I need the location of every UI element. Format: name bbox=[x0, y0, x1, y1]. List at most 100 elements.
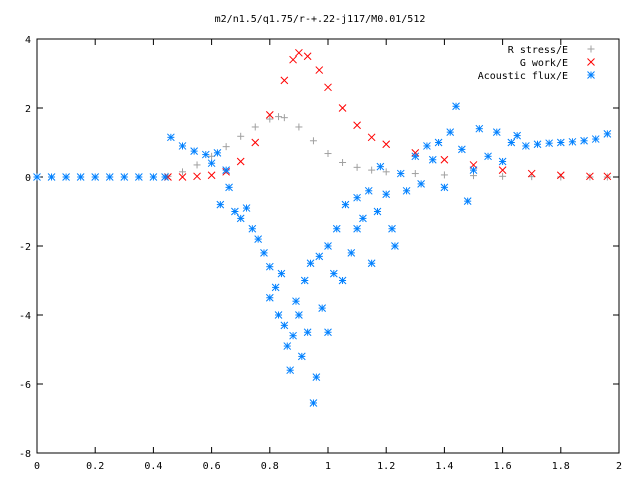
series-0-point bbox=[368, 166, 376, 174]
series-2-point bbox=[347, 249, 356, 257]
series-1-point bbox=[289, 55, 297, 64]
series-2-point bbox=[376, 162, 385, 171]
series-2-point bbox=[484, 152, 492, 161]
series-0-point bbox=[179, 168, 186, 176]
series-1-point bbox=[382, 140, 391, 149]
series-2-point bbox=[295, 311, 303, 319]
series-1-point bbox=[280, 76, 289, 85]
series-1-point bbox=[556, 171, 565, 180]
legend-marker bbox=[587, 71, 595, 79]
series-2-point bbox=[178, 142, 187, 150]
series-0-point bbox=[411, 170, 419, 178]
series-1-point bbox=[315, 66, 324, 74]
series-2-point bbox=[338, 276, 347, 285]
series-2-point bbox=[167, 133, 175, 142]
y-tick-label: 2 bbox=[25, 104, 31, 115]
series-2-point bbox=[388, 224, 396, 233]
x-tick-label: 0.4 bbox=[144, 461, 162, 472]
series-2-point bbox=[161, 173, 169, 181]
series-2-point bbox=[207, 159, 216, 168]
series-2-point bbox=[271, 283, 280, 292]
series-1-point bbox=[440, 155, 449, 164]
series-2-point bbox=[216, 200, 225, 209]
series-2-point bbox=[324, 242, 332, 250]
series-1-point bbox=[303, 52, 312, 61]
series-2-point bbox=[201, 150, 210, 159]
series-0-point bbox=[251, 123, 259, 131]
series-1-point bbox=[603, 172, 612, 181]
series-2-point bbox=[367, 259, 376, 268]
series-2-point bbox=[498, 157, 507, 166]
series-2-point bbox=[283, 342, 292, 350]
series-2-point bbox=[292, 297, 300, 306]
series-2-point bbox=[423, 142, 431, 150]
legend-marker bbox=[587, 58, 595, 66]
series-0-point bbox=[266, 115, 274, 123]
chart-title: m2/n1.5/q1.75/r-+.22-j117/M0.01/512 bbox=[215, 14, 426, 25]
series-2-point bbox=[149, 173, 158, 181]
series-2-point bbox=[391, 242, 399, 250]
series-2-point bbox=[289, 331, 297, 340]
series-2-point bbox=[274, 311, 283, 319]
series-2-point bbox=[364, 186, 373, 195]
series-1-point bbox=[338, 104, 347, 112]
series-2-point bbox=[306, 259, 315, 268]
series-2-point bbox=[434, 138, 443, 147]
legend: R stress/E G work/E Acoustic flux/E bbox=[478, 45, 595, 82]
legend-label: G work/E bbox=[520, 58, 568, 69]
y-tick-label: -4 bbox=[19, 311, 31, 322]
series-2-point bbox=[329, 269, 338, 278]
series-2-point bbox=[312, 373, 321, 381]
series-2-point bbox=[353, 224, 361, 233]
series-2-point bbox=[265, 262, 274, 271]
series-1-point bbox=[265, 111, 274, 119]
series-0-point bbox=[382, 168, 390, 176]
series-2-point bbox=[236, 214, 245, 223]
series-1-point bbox=[295, 48, 303, 57]
x-tick-label: 1.8 bbox=[552, 461, 570, 472]
series-0-point bbox=[275, 113, 283, 121]
series-2-point bbox=[522, 142, 530, 150]
series-2-point bbox=[91, 173, 100, 181]
x-tick-label: 0.2 bbox=[86, 461, 104, 472]
series-2-point bbox=[458, 145, 466, 154]
series-0-point bbox=[295, 123, 303, 131]
series-2-point bbox=[190, 147, 198, 155]
series-2-point bbox=[603, 130, 612, 138]
series-2-point bbox=[248, 224, 257, 233]
x-tick-label: 0.8 bbox=[261, 461, 279, 472]
series-2-point bbox=[382, 190, 391, 199]
y-tick-label: 0 bbox=[25, 173, 31, 184]
series-2-point bbox=[265, 293, 274, 302]
series-2-point bbox=[580, 136, 588, 145]
series-0-point bbox=[193, 161, 201, 169]
series-2-point bbox=[513, 131, 522, 140]
data-marks bbox=[33, 48, 612, 407]
legend-marker bbox=[587, 45, 595, 53]
series-2-point bbox=[303, 328, 312, 337]
series-1-point bbox=[353, 121, 361, 130]
series-1-point bbox=[207, 171, 216, 180]
series-2-point bbox=[507, 138, 516, 147]
x-tick-label: 0.6 bbox=[203, 461, 221, 472]
series-2-point bbox=[411, 152, 420, 161]
series-1-point bbox=[236, 157, 245, 166]
series-2-point bbox=[254, 235, 263, 243]
series-2-point bbox=[417, 180, 425, 188]
series-2-point bbox=[440, 183, 449, 192]
series-0-point bbox=[280, 114, 288, 122]
y-tick-label: -2 bbox=[19, 242, 31, 253]
series-0-point bbox=[324, 150, 332, 158]
x-tick-label: 1 bbox=[325, 461, 331, 472]
y-tick-label: 4 bbox=[25, 35, 31, 46]
series-2-point bbox=[446, 128, 455, 137]
series-2-point bbox=[105, 173, 114, 181]
x-tick-label: 0 bbox=[34, 461, 40, 472]
series-1-point bbox=[193, 172, 201, 181]
series-2-point bbox=[134, 173, 143, 181]
series-2-point bbox=[309, 399, 318, 407]
series-2-point bbox=[280, 321, 289, 330]
series-2-point bbox=[591, 135, 600, 143]
series-2-point bbox=[318, 304, 327, 312]
series-2-point bbox=[33, 173, 41, 181]
